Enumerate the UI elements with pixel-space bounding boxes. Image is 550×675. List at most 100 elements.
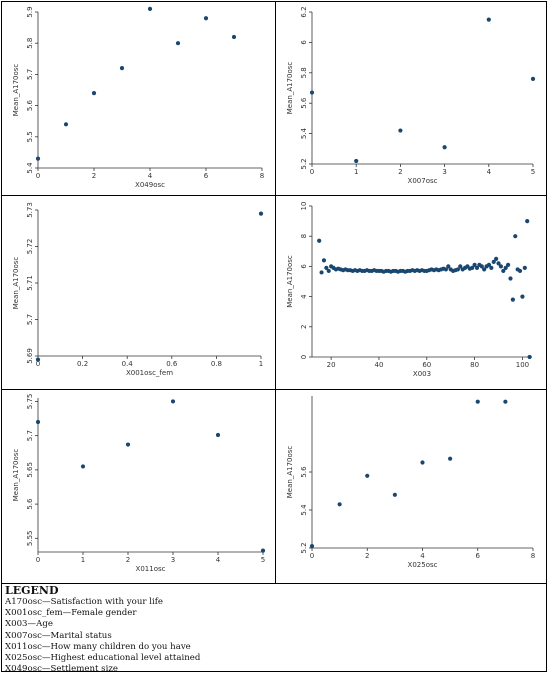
x-axis-title: X007osc	[408, 177, 438, 185]
data-point	[525, 219, 530, 224]
data-point	[513, 234, 518, 239]
data-point	[458, 264, 463, 269]
data-point	[309, 544, 315, 549]
data-point	[354, 158, 359, 164]
data-point	[63, 122, 69, 127]
x-tick-label: 0	[36, 172, 40, 180]
x-tick-label: 20	[327, 361, 336, 369]
x-tick-label: 40	[374, 361, 383, 369]
legend-item-x025osc: X025osc—Highest educational level attain…	[5, 653, 201, 664]
y-tick-label: 6.2	[300, 6, 308, 17]
y-axis-title: Mean_A170osc	[12, 449, 20, 502]
y-tick-label: 5.2	[300, 542, 308, 553]
x-tick-label: 4	[487, 168, 492, 176]
x-tick-label: 0.2	[77, 360, 88, 368]
y-tick-label: 5.8	[300, 67, 308, 78]
x-tick-label: 1	[259, 360, 263, 368]
plot-panel-2: 0 1 2 3 4 5 5.2 5.4 5.6 5.8 6 6.2 X007osc Mean_A170os…	[286, 6, 535, 185]
x-axis-title: X025osc	[408, 561, 438, 569]
data-point	[491, 259, 496, 264]
x-tick-label: 2	[92, 172, 96, 180]
legend: LEGEND A170osc—Satisfaction with your li…	[5, 584, 545, 675]
data-point	[442, 145, 447, 150]
x-tick-label: 6	[204, 172, 209, 180]
data-point	[35, 419, 41, 425]
plot-panel-3: 0 0.2 0.4 0.6 0.8 1 5.69 5.7 5.71 5.72 5.73 X001osc…	[12, 202, 263, 377]
plot-panel-4: 20 40 60 80 100 0 2 4 6 8 10 X003 Mean_A170osc	[286, 202, 532, 378]
grid-divider-row-2	[1, 389, 547, 390]
data-point	[474, 265, 480, 271]
x-tick-label: 3	[171, 556, 175, 564]
grid-divider-row-1	[1, 195, 547, 196]
data-point	[215, 432, 221, 438]
data-point	[125, 442, 131, 447]
y-tick-label: 5.7	[26, 69, 34, 80]
y-tick-label: 5.71	[26, 275, 34, 291]
x-tick-label: 5	[261, 556, 265, 564]
y-tick-label: 5.8	[26, 38, 34, 49]
data-point	[147, 6, 153, 11]
data-point	[475, 399, 480, 404]
y-tick-label: 5.7	[26, 314, 34, 325]
x-tick-label: 0	[36, 556, 40, 564]
data-point	[522, 265, 527, 271]
data-point	[498, 264, 504, 269]
legend-item-x007osc: X007osc—Marital status	[5, 630, 112, 641]
y-tick-label: 10	[300, 202, 308, 211]
x-tick-label: 0	[310, 552, 314, 560]
y-tick-label: 5.6	[26, 99, 34, 111]
data-point	[326, 268, 331, 274]
y-tick-label: 5.6	[300, 97, 308, 109]
data-point	[446, 264, 451, 269]
y-tick-label: 5.55	[26, 531, 34, 547]
data-point	[309, 90, 315, 95]
x-tick-label: 6	[476, 552, 481, 560]
data-point	[420, 460, 425, 465]
x-tick-label: 3	[442, 168, 446, 176]
y-tick-label: 8	[300, 234, 308, 238]
data-point	[496, 261, 501, 266]
data-point	[455, 267, 460, 272]
data-point	[365, 473, 370, 478]
y-tick-label: 5.7	[26, 430, 34, 441]
y-tick-label: 5.4	[26, 162, 34, 174]
grid-divider-legend	[1, 583, 547, 584]
legend-item-a170osc: A170osc—Satisfaction with your life	[5, 597, 163, 607]
data-point	[494, 256, 499, 261]
y-tick-label: 2	[300, 325, 308, 329]
data-point	[324, 265, 329, 271]
y-tick-label: 5.2	[300, 158, 308, 169]
data-point	[392, 492, 397, 497]
data-point	[503, 265, 508, 271]
data-point	[443, 267, 449, 272]
y-tick-label: 4	[300, 294, 308, 299]
x-tick-label: 0.6	[166, 360, 178, 368]
plot-panel-6: 0 2 4 6 8 5.2 5.4 5.6 X025osc Mean_A170osc	[286, 396, 535, 569]
y-tick-label: 5.4	[300, 504, 308, 516]
data-point	[489, 265, 494, 271]
data-point	[337, 502, 342, 507]
y-tick-label: 0	[300, 355, 308, 359]
legend-item-x011osc: X011osc—How many children do you have	[5, 641, 191, 652]
grid-divider-vertical	[275, 1, 276, 583]
data-point	[479, 264, 484, 269]
y-tick-label: 5.4	[300, 127, 308, 139]
x-tick-label: 8	[531, 552, 535, 560]
x-tick-label: 100	[516, 361, 529, 369]
data-point	[260, 548, 266, 553]
y-tick-label: 5.9	[26, 6, 34, 17]
x-tick-label: 60	[422, 361, 431, 369]
y-tick-label: 5.5	[26, 131, 34, 142]
data-point	[520, 294, 525, 299]
data-point	[203, 16, 209, 21]
data-point	[508, 276, 513, 281]
x-tick-label: 5	[531, 168, 535, 176]
data-point	[35, 156, 41, 161]
y-tick-label: 5.75	[26, 394, 34, 410]
plot-panel-5: 0 1 2 3 4 5 5.55 5.6 5.65 5.7 5.75 X011osc Mean_A170…	[12, 394, 265, 573]
data-point	[119, 66, 125, 71]
data-point	[231, 34, 237, 40]
data-point	[517, 268, 523, 274]
data-point	[472, 262, 477, 267]
